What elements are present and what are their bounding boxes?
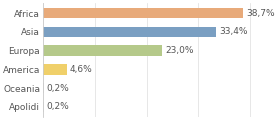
Bar bbox=[43, 83, 44, 93]
Bar bbox=[43, 8, 243, 18]
Text: 23,0%: 23,0% bbox=[165, 46, 194, 55]
Bar bbox=[43, 27, 216, 37]
Bar bbox=[43, 64, 67, 75]
Text: 38,7%: 38,7% bbox=[247, 9, 275, 18]
Bar bbox=[43, 102, 44, 112]
Text: 0,2%: 0,2% bbox=[46, 102, 69, 111]
Text: 33,4%: 33,4% bbox=[219, 27, 248, 36]
Text: 4,6%: 4,6% bbox=[70, 65, 93, 74]
Bar bbox=[43, 45, 162, 56]
Text: 0,2%: 0,2% bbox=[46, 84, 69, 93]
